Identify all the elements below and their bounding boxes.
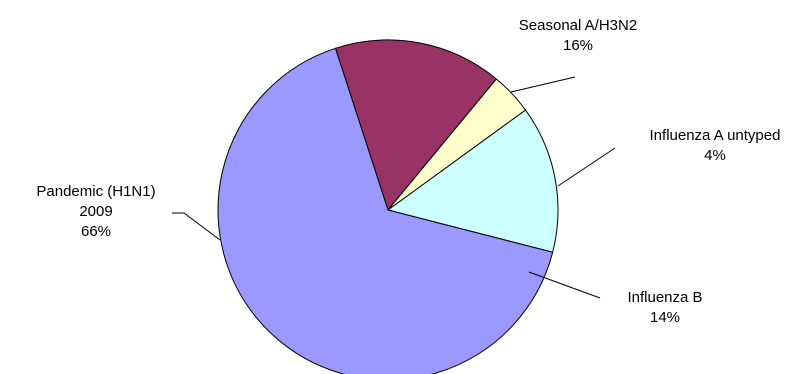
slice-label-1: Seasonal A/H3N2 16% <box>519 17 637 54</box>
slice-labels: Seasonal A/H3N2 16%Influenza A untyped 4%I… <box>36 17 780 326</box>
slice-label-4: Pandemic (H1N1) 2009 66% <box>36 183 155 240</box>
pie-slices <box>217 39 559 374</box>
pie-slice-1 <box>334 39 498 212</box>
leader-line-1 <box>510 76 576 93</box>
slice-label-line: Seasonal A/H3N2 <box>519 17 637 34</box>
slice-label-line: 66% <box>81 223 111 240</box>
pie-slice-3 <box>386 109 559 253</box>
slice-label-line: 14% <box>650 309 680 326</box>
leader-line-2 <box>557 147 616 187</box>
leader-line-3 <box>528 271 601 299</box>
pie-slice-4 <box>217 47 554 374</box>
leader-lines <box>172 76 616 299</box>
slice-label-line: Influenza B <box>627 289 702 306</box>
slice-label-line: Pandemic (H1N1) <box>36 183 155 200</box>
slice-label-2: Influenza A untyped 4% <box>650 127 781 164</box>
leader-line-4 <box>172 212 221 241</box>
slice-label-line: 4% <box>704 147 726 164</box>
slice-label-line: Influenza A untyped <box>650 127 781 144</box>
slice-label-3: Influenza B 14% <box>627 289 702 326</box>
slice-label-line: 16% <box>563 37 593 54</box>
slice-label-line: 2009 <box>79 203 112 220</box>
